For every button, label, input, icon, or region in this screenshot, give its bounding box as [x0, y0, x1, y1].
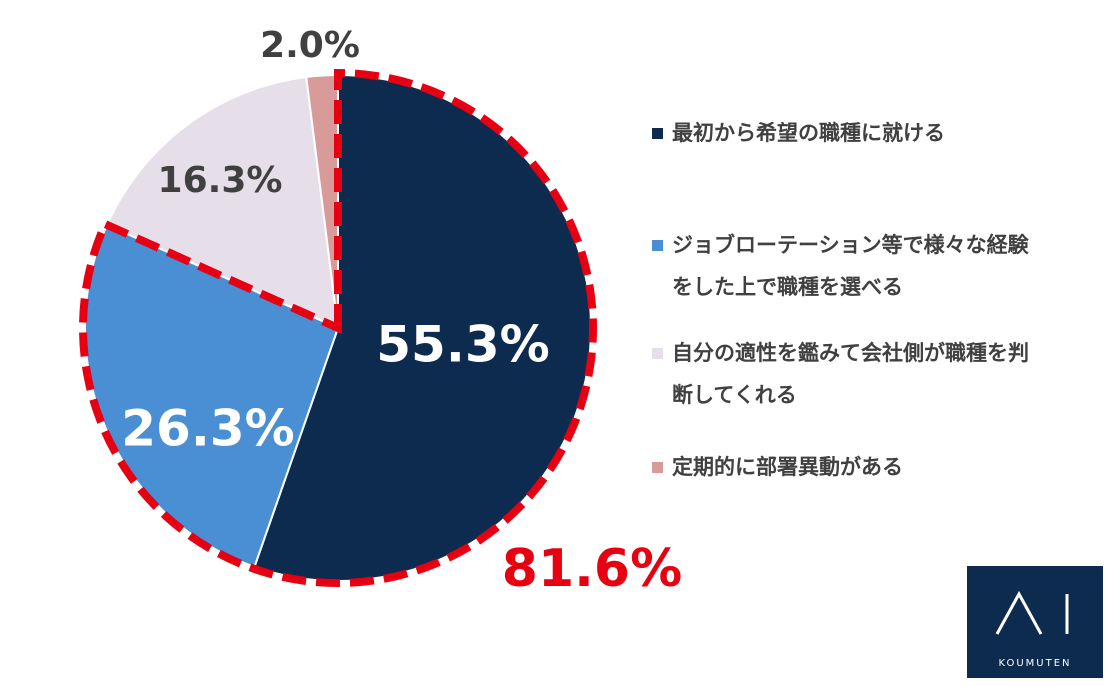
data-label: 16.3% [158, 160, 283, 201]
legend-item: 自分の適性を鑑みて会社側が職種を判断してくれる [650, 332, 1040, 416]
legend-item: ジョブローテーション等で様々な経験をした上で職種を選べる [650, 224, 1040, 308]
pie-slice [105, 75, 340, 330]
legend-label: 自分の適性を鑑みて会社側が職種を判断してくれる [672, 341, 1029, 407]
data-label: 2.0% [260, 25, 360, 66]
legend-swatch [652, 240, 663, 251]
logo: KOUMUTEN [967, 566, 1103, 678]
legend-label: 最初から希望の職種に就ける [672, 121, 945, 145]
legend-label: ジョブローテーション等で様々な経験をした上で職種を選べる [672, 233, 1029, 299]
data-label: 26.3% [121, 400, 294, 458]
logo-mark [995, 590, 1069, 635]
legend-swatch [652, 128, 663, 139]
legend-item: 最初から希望の職種に就ける [650, 112, 1040, 154]
annotation: 81.6% [502, 539, 682, 599]
logo-lambda [995, 590, 1043, 635]
legend-swatch [652, 462, 663, 473]
legend-swatch [652, 348, 663, 359]
legend: 最初から希望の職種に就けるジョブローテーション等で様々な経験をした上で職種を選べ… [650, 112, 1040, 488]
logo-text: KOUMUTEN [998, 658, 1072, 669]
legend-item: 定期的に部署異動がある [650, 446, 1040, 488]
data-label: 55.3% [376, 316, 549, 374]
legend-label: 定期的に部署異動がある [672, 455, 903, 479]
highlight-outline [79, 68, 597, 587]
